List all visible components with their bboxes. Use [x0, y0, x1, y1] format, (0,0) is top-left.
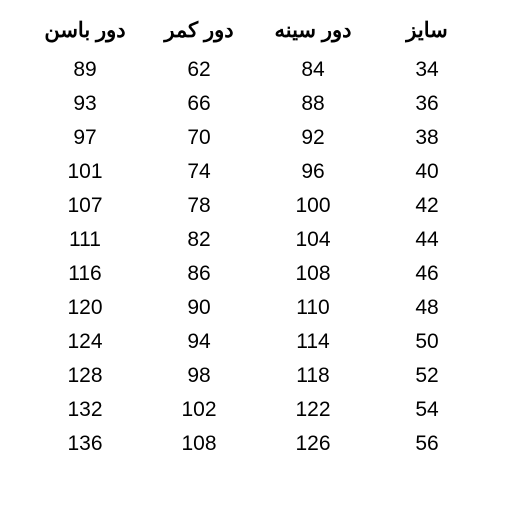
cell-hip: 97 — [28, 121, 142, 155]
table-row: 34 84 62 89 — [28, 53, 484, 87]
cell-size: 46 — [370, 257, 484, 291]
cell-waist: 62 — [142, 53, 256, 87]
cell-hip: 111 — [28, 223, 142, 257]
cell-size: 40 — [370, 155, 484, 189]
cell-bust: 96 — [256, 155, 370, 189]
cell-bust: 126 — [256, 427, 370, 461]
cell-hip: 120 — [28, 291, 142, 325]
cell-size: 50 — [370, 325, 484, 359]
cell-bust: 92 — [256, 121, 370, 155]
cell-hip: 124 — [28, 325, 142, 359]
cell-hip: 101 — [28, 155, 142, 189]
cell-size: 36 — [370, 87, 484, 121]
table-header-row: سایز دور سینه دور کمر دور باسن — [28, 12, 484, 53]
cell-size: 42 — [370, 189, 484, 223]
cell-waist: 78 — [142, 189, 256, 223]
cell-bust: 104 — [256, 223, 370, 257]
cell-bust: 110 — [256, 291, 370, 325]
cell-waist: 94 — [142, 325, 256, 359]
cell-waist: 98 — [142, 359, 256, 393]
cell-size: 34 — [370, 53, 484, 87]
table-body: 34 84 62 89 36 88 66 93 38 92 70 97 40 9… — [28, 53, 484, 461]
cell-waist: 70 — [142, 121, 256, 155]
cell-hip: 116 — [28, 257, 142, 291]
cell-bust: 118 — [256, 359, 370, 393]
table-row: 52 118 98 128 — [28, 359, 484, 393]
cell-waist: 90 — [142, 291, 256, 325]
table-row: 46 108 86 116 — [28, 257, 484, 291]
table-row: 40 96 74 101 — [28, 155, 484, 189]
table-row: 56 126 108 136 — [28, 427, 484, 461]
cell-hip: 136 — [28, 427, 142, 461]
cell-hip: 128 — [28, 359, 142, 393]
cell-hip: 89 — [28, 53, 142, 87]
size-chart-table: سایز دور سینه دور کمر دور باسن 34 84 62 … — [28, 12, 484, 461]
cell-hip: 107 — [28, 189, 142, 223]
cell-size: 52 — [370, 359, 484, 393]
cell-waist: 86 — [142, 257, 256, 291]
cell-size: 38 — [370, 121, 484, 155]
table-row: 48 110 90 120 — [28, 291, 484, 325]
table-row: 44 104 82 111 — [28, 223, 484, 257]
header-bust: دور سینه — [256, 12, 370, 53]
cell-size: 48 — [370, 291, 484, 325]
cell-size: 56 — [370, 427, 484, 461]
cell-bust: 114 — [256, 325, 370, 359]
table-row: 36 88 66 93 — [28, 87, 484, 121]
table-row: 50 114 94 124 — [28, 325, 484, 359]
cell-bust: 100 — [256, 189, 370, 223]
cell-waist: 108 — [142, 427, 256, 461]
header-size: سایز — [370, 12, 484, 53]
table-row: 42 100 78 107 — [28, 189, 484, 223]
cell-bust: 88 — [256, 87, 370, 121]
cell-bust: 108 — [256, 257, 370, 291]
table-row: 54 122 102 132 — [28, 393, 484, 427]
header-hip: دور باسن — [28, 12, 142, 53]
cell-waist: 66 — [142, 87, 256, 121]
cell-waist: 82 — [142, 223, 256, 257]
cell-hip: 93 — [28, 87, 142, 121]
cell-waist: 102 — [142, 393, 256, 427]
cell-size: 54 — [370, 393, 484, 427]
cell-waist: 74 — [142, 155, 256, 189]
cell-size: 44 — [370, 223, 484, 257]
table-row: 38 92 70 97 — [28, 121, 484, 155]
cell-bust: 84 — [256, 53, 370, 87]
header-waist: دور کمر — [142, 12, 256, 53]
cell-hip: 132 — [28, 393, 142, 427]
cell-bust: 122 — [256, 393, 370, 427]
